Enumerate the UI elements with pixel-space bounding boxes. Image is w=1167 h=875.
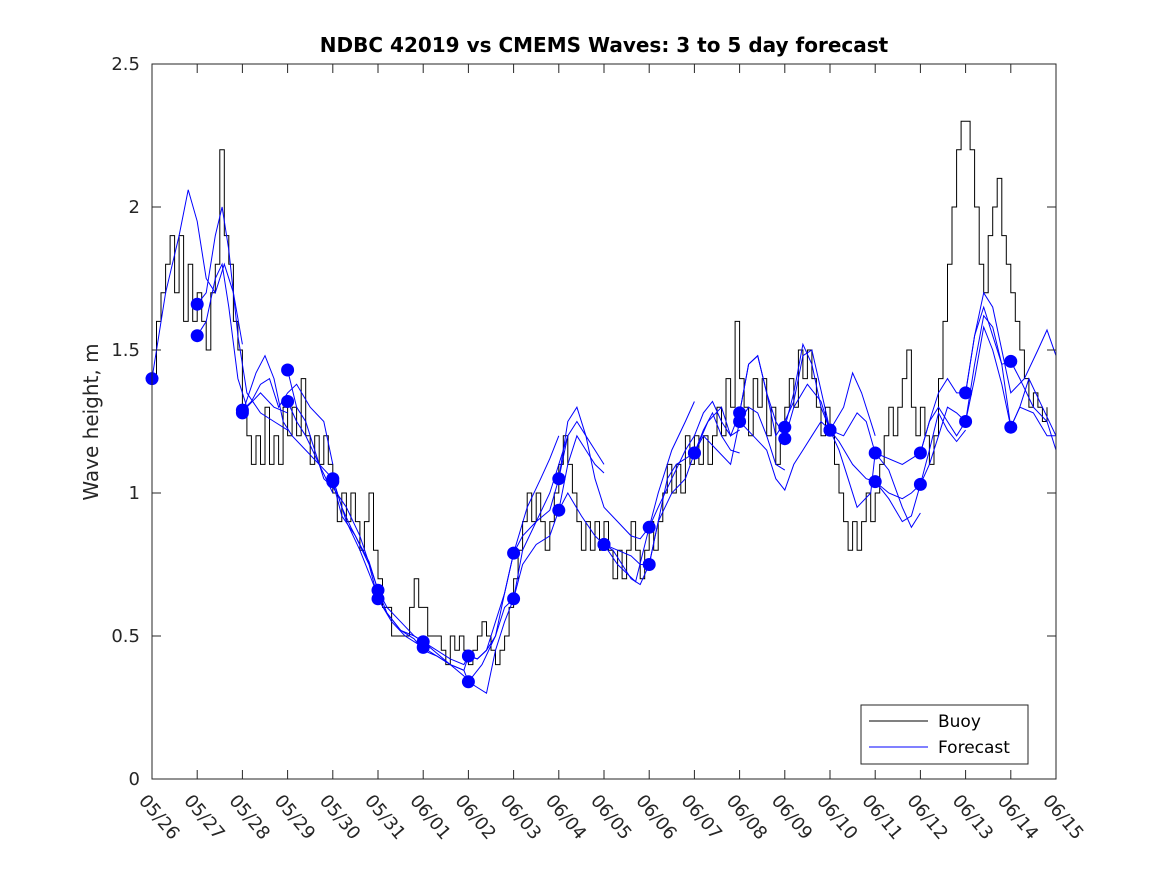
forecast-marker-29 [778, 432, 792, 446]
buoy-series [152, 120, 1048, 666]
y-tick-label: 0.5 [111, 626, 140, 647]
forecast-line-8 [332, 478, 424, 643]
forecast-marker-13 [416, 640, 430, 654]
forecast-line-22 [648, 400, 740, 528]
forecast-line-31 [829, 429, 921, 529]
forecast-marker-35 [913, 477, 927, 491]
forecast-markers [145, 297, 1018, 689]
forecast-line-18 [558, 406, 650, 540]
y-axis-ticks: 0 0.5 1 1.5 2 2.5 [111, 54, 1056, 790]
forecast-marker-27 [733, 415, 747, 428]
forecast-marker-34 [913, 446, 927, 460]
forecast-line-27 [739, 420, 831, 492]
forecast-line-16 [513, 420, 605, 554]
forecast-marker-2 [190, 297, 204, 311]
forecast-line-1 [151, 189, 243, 379]
forecast-marker-19 [552, 503, 566, 517]
forecast-marker-5 [235, 406, 249, 420]
forecast-marker-9 [326, 475, 340, 489]
plot-area [152, 64, 1056, 779]
y-tick-label: 1.5 [111, 340, 140, 361]
legend-buoy-label: Buoy [938, 712, 981, 732]
y-tick-label: 0 [129, 769, 140, 790]
forecast-marker-31 [823, 423, 837, 437]
legend: Buoy Forecast [860, 704, 1029, 765]
forecast-line-33 [874, 411, 966, 500]
legend-box [860, 704, 1029, 765]
forecast-marker-7 [281, 395, 295, 408]
forecast-line-29 [784, 371, 876, 439]
forecast-marker-22 [642, 520, 656, 534]
forecast-line-34 [919, 291, 1057, 454]
y-tick-label: 2 [129, 197, 140, 218]
forecast-line-2 [196, 206, 288, 431]
forecast-marker-21 [597, 538, 611, 551]
legend-forecast-label: Forecast [938, 738, 1010, 758]
forecast-marker-32 [868, 446, 882, 460]
forecast-marker-6 [281, 363, 295, 377]
buoy-line [152, 120, 1048, 666]
forecast-line-28 [784, 342, 876, 454]
forecast-marker-39 [1004, 420, 1018, 434]
forecast-line-35 [919, 314, 1057, 485]
forecast-marker-14 [461, 649, 475, 663]
forecast-line-37 [965, 325, 1056, 437]
y-tick-label: 1 [129, 483, 140, 504]
y-tick-label: 2.5 [111, 54, 140, 75]
forecast-marker-38 [1004, 354, 1018, 368]
forecast-marker-3 [190, 329, 204, 343]
forecast-marker-36 [959, 386, 973, 400]
chart-title: NDBC 42019 vs CMEMS Waves: 3 to 5 day fo… [320, 33, 889, 57]
forecast-line-5 [241, 354, 334, 494]
forecast-marker-11 [371, 592, 385, 606]
forecast-marker-23 [642, 558, 656, 571]
forecast-marker-37 [959, 415, 973, 428]
forecast-marker-16 [507, 546, 521, 560]
forecast-marker-33 [868, 475, 882, 489]
forecast-marker-17 [507, 592, 521, 606]
y-axis-label: Wave height, m [79, 343, 103, 500]
forecast-marker-15 [461, 675, 475, 689]
forecast-marker-25 [687, 446, 701, 460]
forecast-line-6 [287, 369, 379, 591]
forecast-marker-18 [552, 472, 566, 486]
forecast-line-14 [468, 435, 560, 660]
forecast-marker-28 [778, 420, 792, 434]
forecast-line-3 [196, 262, 288, 414]
forecast-line-20 [603, 452, 695, 586]
